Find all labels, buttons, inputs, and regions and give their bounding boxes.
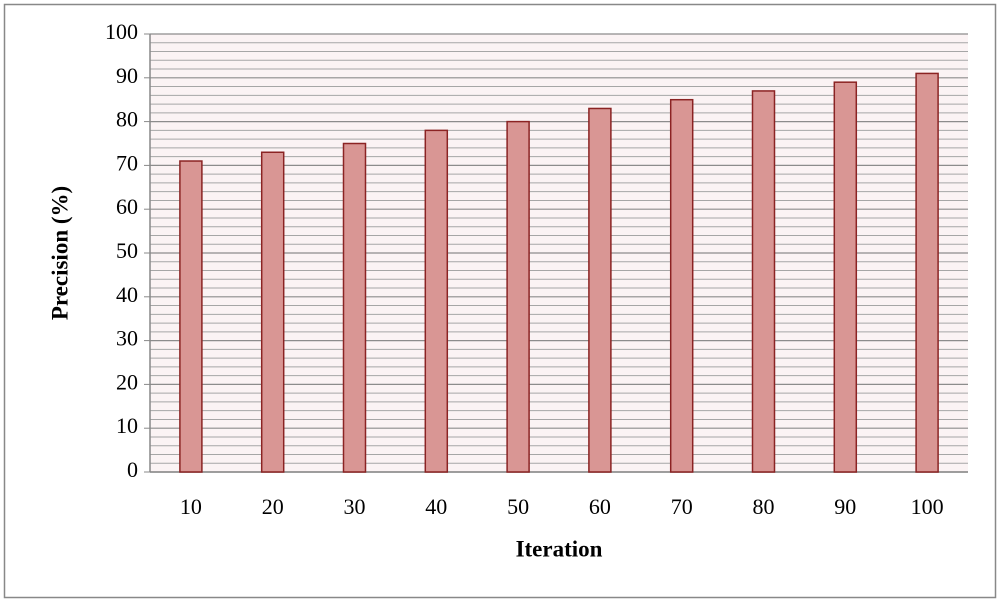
y-tick-label: 10 bbox=[116, 413, 138, 438]
x-tick-label: 80 bbox=[753, 494, 775, 519]
bar bbox=[588, 107, 612, 473]
x-tick-label: 50 bbox=[507, 494, 529, 519]
x-tick-label: 10 bbox=[180, 494, 202, 519]
y-tick-label: 100 bbox=[105, 19, 138, 44]
x-tick-label: 100 bbox=[911, 494, 944, 519]
x-tick-label: 20 bbox=[262, 494, 284, 519]
bar bbox=[260, 151, 285, 473]
y-axis-title: Precision (%) bbox=[47, 186, 72, 320]
x-axis-title: Iteration bbox=[516, 536, 603, 561]
bar bbox=[915, 72, 939, 473]
bar bbox=[424, 129, 449, 473]
y-tick-label: 50 bbox=[116, 238, 138, 263]
y-tick-label: 30 bbox=[116, 326, 138, 351]
bar bbox=[669, 98, 694, 473]
y-tick-label: 20 bbox=[116, 369, 138, 394]
y-tick-label: 60 bbox=[116, 194, 138, 219]
bar bbox=[506, 120, 530, 473]
x-tick-label: 60 bbox=[589, 494, 611, 519]
bar bbox=[751, 90, 776, 473]
y-tick-label: 70 bbox=[116, 150, 138, 175]
y-tick-label: 40 bbox=[116, 282, 138, 307]
y-tick-label: 90 bbox=[116, 63, 138, 88]
x-tick-label: 40 bbox=[425, 494, 447, 519]
bar bbox=[833, 81, 858, 473]
bar bbox=[179, 160, 203, 473]
y-tick-label: 0 bbox=[127, 457, 138, 482]
x-tick-label: 30 bbox=[344, 494, 366, 519]
y-tick-label: 80 bbox=[116, 107, 138, 132]
bar bbox=[342, 142, 367, 473]
x-tick-label: 90 bbox=[834, 494, 856, 519]
x-tick-label: 70 bbox=[671, 494, 693, 519]
